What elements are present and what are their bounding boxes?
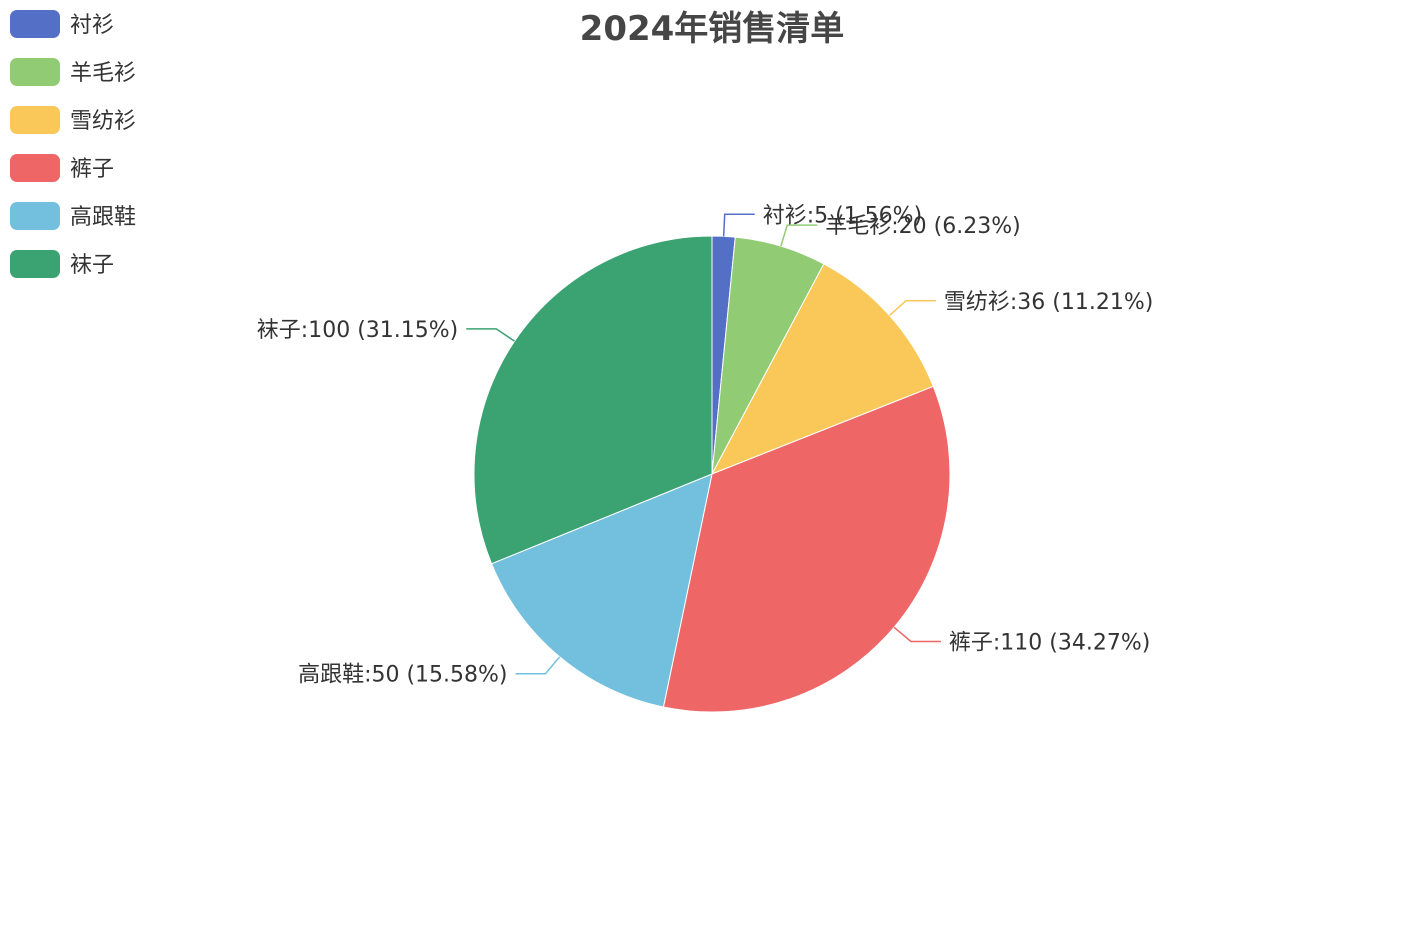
legend-swatch-heels[interactable] [10, 202, 60, 230]
legend-label-pants[interactable]: 裤子 [70, 157, 114, 182]
slice-label-pants: 裤子:110 (34.27%) [949, 630, 1150, 655]
legend-label-heels[interactable]: 高跟鞋 [70, 205, 136, 230]
leader-line-heels [515, 656, 561, 675]
legend-label-chiffon[interactable]: 雪纺衫 [70, 109, 136, 134]
legend-swatch-pants[interactable] [10, 154, 60, 182]
leader-line-sweater [780, 224, 818, 247]
slice-label-shirt: 衬衫:5 (1.56%) [763, 203, 922, 228]
legend-label-socks[interactable]: 袜子 [70, 253, 114, 278]
slice-label-chiffon: 雪纺衫:36 (11.21%) [944, 290, 1153, 315]
leader-line-chiffon [888, 300, 936, 316]
pie-slice-heels[interactable] [490, 473, 713, 708]
legend-swatch-shirt[interactable] [10, 10, 60, 38]
slice-label-socks: 袜子:100 (31.15%) [257, 318, 458, 343]
slice-labels: 衬衫:5 (1.56%)羊毛衫:20 (6.23%) 雪纺衫:36 (11.21%… [257, 203, 1154, 687]
leader-line-pants [893, 626, 941, 643]
slice-label-sweater: 羊毛衫:20 (6.23%) [825, 214, 1020, 239]
legend-swatch-chiffon[interactable] [10, 106, 60, 134]
legend-label-shirt[interactable]: 衬衫 [70, 13, 114, 38]
leader-line-shirt [722, 213, 755, 237]
legend-label-sweater[interactable]: 羊毛衫 [70, 61, 136, 86]
slice-label-heels: 高跟鞋:50 (15.58%) [298, 663, 507, 688]
pie-slices [473, 235, 951, 713]
label-leader-lines [466, 213, 941, 675]
chart-title: 2024年销售清单 [580, 9, 845, 49]
leader-line-socks [466, 328, 515, 342]
legend-swatch-sweater[interactable] [10, 58, 60, 86]
legend-swatch-socks[interactable] [10, 250, 60, 278]
pie-slice-pants[interactable] [662, 385, 951, 713]
pie-slice-socks[interactable] [473, 235, 713, 565]
